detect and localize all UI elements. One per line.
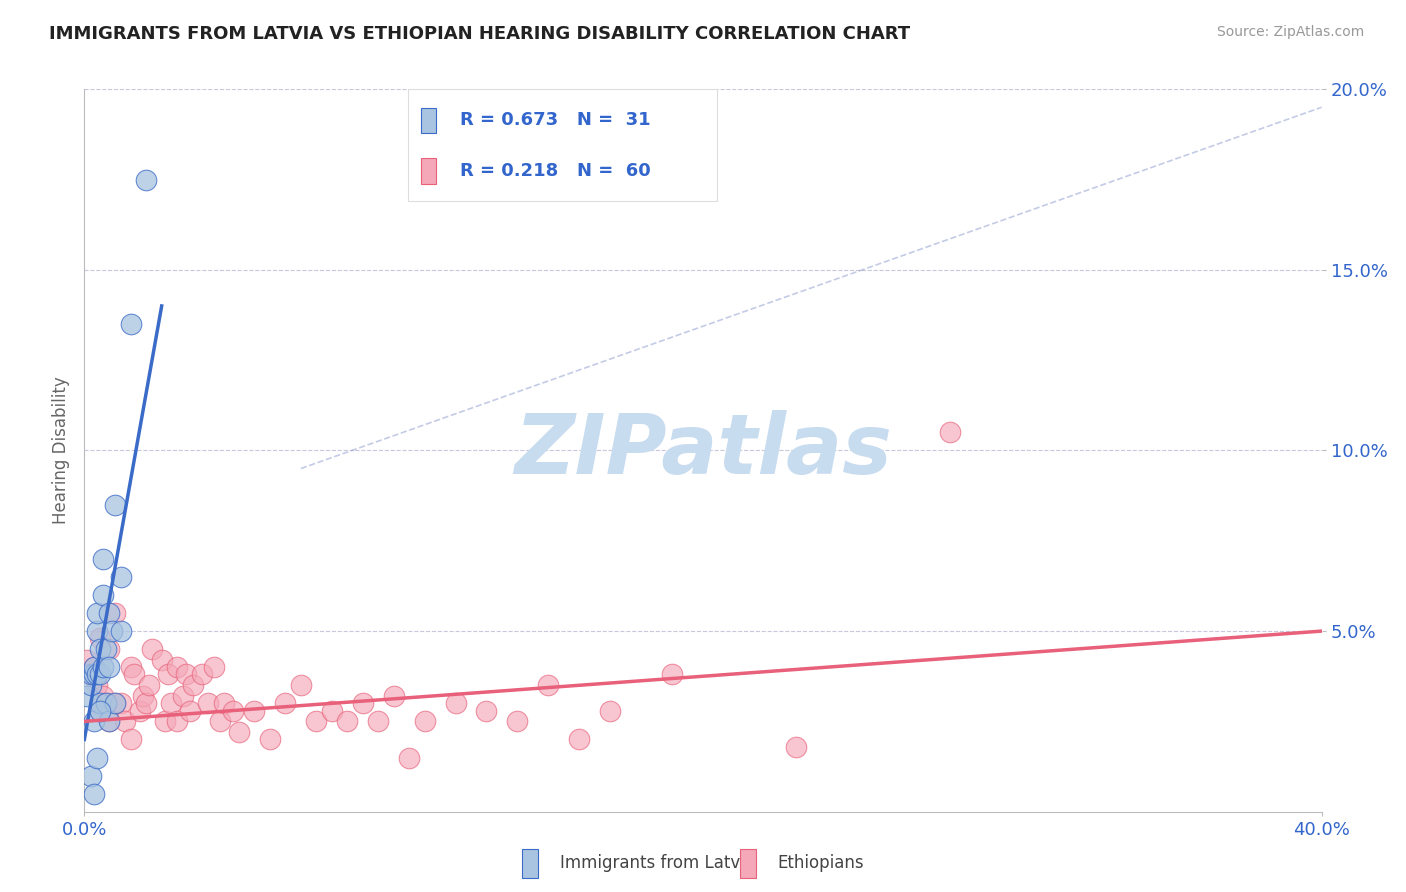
Point <box>135 697 157 711</box>
Point <box>120 317 142 331</box>
Point <box>94 697 117 711</box>
Point <box>89 704 111 718</box>
Text: R = 0.218   N =  60: R = 0.218 N = 60 <box>460 162 651 180</box>
Point <box>568 732 591 747</box>
Point <box>132 689 155 703</box>
Point <box>83 667 105 681</box>
Point <box>166 714 188 729</box>
Point <box>86 624 108 639</box>
Point <box>129 704 152 718</box>
Point <box>202 660 225 674</box>
Point <box>79 667 101 681</box>
Point <box>91 660 114 674</box>
Point <box>506 714 529 729</box>
Text: Source: ZipAtlas.com: Source: ZipAtlas.com <box>1216 25 1364 39</box>
Point <box>83 714 105 729</box>
Point <box>274 697 297 711</box>
Point <box>166 660 188 674</box>
Point <box>83 660 105 674</box>
Point <box>86 678 108 692</box>
Point <box>89 642 111 657</box>
Text: IMMIGRANTS FROM LATVIA VS ETHIOPIAN HEARING DISABILITY CORRELATION CHART: IMMIGRANTS FROM LATVIA VS ETHIOPIAN HEAR… <box>49 25 910 43</box>
Point <box>110 697 132 711</box>
Point <box>122 667 145 681</box>
Y-axis label: Hearing Disability: Hearing Disability <box>52 376 70 524</box>
Point <box>321 704 343 718</box>
Point <box>382 689 405 703</box>
Point <box>120 660 142 674</box>
Point <box>91 551 114 566</box>
Point <box>475 704 498 718</box>
Point <box>179 704 201 718</box>
Text: Immigrants from Latvia: Immigrants from Latvia <box>560 855 755 872</box>
Point <box>153 714 176 729</box>
Point <box>209 714 232 729</box>
Point <box>398 750 420 764</box>
Point <box>413 714 436 729</box>
Point <box>89 697 111 711</box>
Point <box>98 714 121 729</box>
Point <box>98 606 121 620</box>
Point <box>212 697 235 711</box>
Point <box>86 750 108 764</box>
Point <box>661 667 683 681</box>
Point <box>94 642 117 657</box>
Point <box>191 667 214 681</box>
Point <box>367 714 389 729</box>
Point <box>86 606 108 620</box>
Text: ZIPatlas: ZIPatlas <box>515 410 891 491</box>
Point <box>156 667 179 681</box>
Point <box>181 678 204 692</box>
Point <box>150 653 173 667</box>
Point <box>243 704 266 718</box>
Point <box>228 725 250 739</box>
Point <box>101 624 124 639</box>
Point <box>79 678 101 692</box>
Point <box>89 667 111 681</box>
Point <box>305 714 328 729</box>
Point <box>138 678 160 692</box>
Point <box>86 667 108 681</box>
Point <box>352 697 374 711</box>
Point <box>79 769 101 783</box>
Point <box>91 588 114 602</box>
Point <box>83 787 105 801</box>
Point <box>172 689 194 703</box>
Point <box>83 660 105 674</box>
Point <box>89 632 111 646</box>
Point <box>176 667 198 681</box>
Point <box>98 642 121 657</box>
Text: Ethiopians: Ethiopians <box>778 855 865 872</box>
Point <box>141 642 163 657</box>
Point <box>89 704 111 718</box>
Point <box>599 704 621 718</box>
Point <box>939 425 962 440</box>
Point <box>160 697 183 711</box>
Point <box>135 172 157 186</box>
Point <box>76 653 98 667</box>
Point <box>91 689 114 703</box>
Point <box>290 678 312 692</box>
Point <box>120 732 142 747</box>
Point <box>537 678 560 692</box>
Point <box>104 697 127 711</box>
Point <box>336 714 359 729</box>
Point <box>197 697 219 711</box>
Point <box>222 704 245 718</box>
Point <box>94 697 117 711</box>
Point <box>785 739 807 754</box>
Point <box>98 660 121 674</box>
Point <box>104 697 127 711</box>
Point <box>110 570 132 584</box>
Point <box>104 498 127 512</box>
Point <box>79 667 101 681</box>
Text: R = 0.673   N =  31: R = 0.673 N = 31 <box>460 112 651 129</box>
Point <box>114 714 136 729</box>
Point <box>104 606 127 620</box>
Point <box>98 714 121 729</box>
Point <box>76 689 98 703</box>
Point <box>444 697 467 711</box>
Point <box>110 624 132 639</box>
Point <box>259 732 281 747</box>
